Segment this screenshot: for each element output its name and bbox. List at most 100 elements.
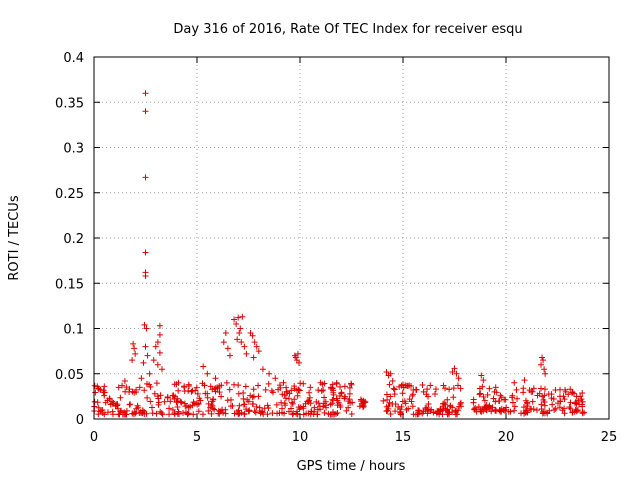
data-point	[444, 406, 451, 413]
data-point	[142, 108, 149, 115]
data-point	[322, 398, 329, 405]
data-point	[386, 381, 393, 388]
data-point	[290, 410, 297, 417]
data-point	[226, 352, 233, 359]
data-point	[190, 411, 197, 418]
data-point	[272, 375, 279, 382]
data-point	[327, 401, 334, 408]
data-point	[154, 339, 161, 346]
data-point	[540, 357, 547, 364]
data-point	[195, 408, 202, 415]
data-point	[548, 391, 555, 398]
data-point	[251, 408, 258, 415]
data-point	[246, 407, 253, 414]
data-point	[167, 398, 174, 405]
y-tick-label: 0.35	[55, 96, 84, 111]
data-point	[541, 366, 548, 373]
data-point	[360, 399, 367, 406]
data-point	[249, 400, 256, 407]
data-point	[341, 383, 348, 390]
data-point	[142, 174, 149, 181]
data-point	[158, 366, 165, 373]
data-point	[102, 399, 109, 406]
data-point	[540, 410, 547, 417]
data-point	[101, 383, 108, 390]
data-point	[252, 409, 259, 416]
x-tick-label: 20	[498, 430, 515, 445]
data-point	[294, 408, 301, 415]
data-point	[409, 403, 416, 410]
data-point	[456, 403, 463, 410]
data-point	[348, 410, 355, 417]
data-point	[300, 380, 307, 387]
data-point	[199, 411, 206, 418]
data-point	[396, 405, 403, 412]
data-point	[94, 399, 101, 406]
data-point	[181, 383, 188, 390]
data-point	[150, 357, 157, 364]
data-point	[177, 398, 184, 405]
data-point	[300, 411, 307, 418]
data-point	[142, 343, 149, 350]
data-point	[451, 365, 458, 372]
data-point	[556, 404, 563, 411]
data-point	[403, 406, 410, 413]
data-point	[575, 407, 582, 414]
data-point	[141, 387, 148, 394]
data-point	[295, 359, 302, 366]
data-point	[289, 411, 296, 418]
data-point	[260, 411, 267, 418]
data-point	[149, 410, 156, 417]
data-point	[449, 409, 456, 416]
data-point	[218, 393, 225, 400]
data-point	[486, 385, 493, 392]
data-point	[498, 394, 505, 401]
data-point	[279, 405, 286, 412]
data-point	[401, 398, 408, 405]
data-point	[142, 273, 149, 280]
data-point	[152, 343, 159, 350]
data-point	[334, 409, 341, 416]
data-point	[551, 406, 558, 413]
data-point	[233, 320, 240, 327]
data-point	[442, 385, 449, 392]
data-point	[346, 396, 353, 403]
data-point	[164, 394, 171, 401]
data-point	[282, 402, 289, 409]
data-point	[408, 398, 415, 405]
data-point	[338, 390, 345, 397]
y-tick-label: 0.05	[55, 368, 84, 383]
data-point	[212, 375, 219, 382]
data-point	[131, 389, 138, 396]
data-point	[166, 405, 173, 412]
data-point	[484, 391, 491, 398]
data-point	[555, 400, 561, 407]
data-point	[240, 395, 247, 402]
data-point	[117, 408, 124, 415]
x-tick-label: 10	[292, 430, 309, 445]
data-point	[475, 403, 482, 410]
data-point	[321, 394, 328, 401]
data-point	[396, 383, 403, 390]
data-point	[204, 370, 211, 377]
data-point	[561, 410, 568, 417]
data-point	[392, 408, 399, 415]
data-point	[321, 409, 328, 416]
data-point	[567, 399, 574, 406]
data-point	[239, 313, 246, 320]
data-point	[424, 406, 431, 413]
data-point	[498, 408, 505, 415]
data-point	[511, 403, 518, 410]
data-point	[153, 410, 160, 417]
data-point	[143, 325, 150, 332]
data-point	[95, 411, 102, 418]
data-point	[117, 394, 124, 401]
data-point	[409, 392, 416, 399]
data-point	[511, 407, 518, 414]
data-point	[161, 398, 168, 405]
data-point	[518, 410, 525, 417]
data-point	[566, 404, 573, 411]
data-point	[579, 409, 586, 416]
data-point	[403, 382, 410, 389]
data-point	[390, 385, 397, 392]
